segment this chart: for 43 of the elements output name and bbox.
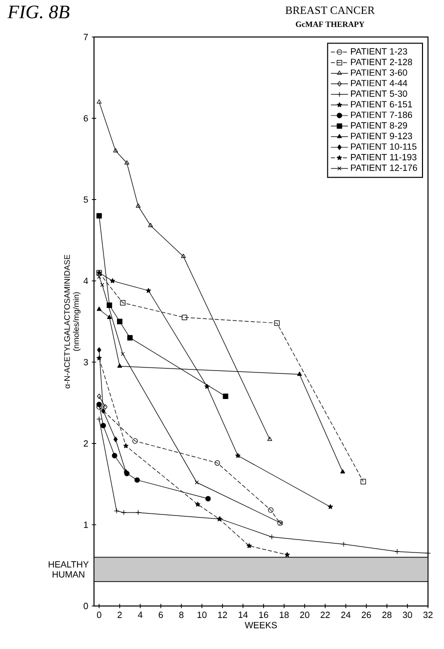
x-tick-label: 0	[96, 612, 102, 618]
x-tick-label: 32	[423, 612, 433, 618]
x-tick-label: 6	[158, 612, 163, 618]
legend-label: PATIENT 1-23	[351, 48, 408, 55]
y-tick-label: 3	[84, 358, 88, 366]
legend-label: PATIENT 2-128	[351, 58, 412, 66]
x-tick-label: 20	[300, 612, 310, 618]
legend-label: PATIENT 3-60	[351, 69, 408, 76]
x-tick-label: 16	[259, 612, 268, 618]
legend-label: PATIENT 5-30	[351, 90, 408, 97]
y-tick-label: 4	[84, 278, 88, 284]
legend-label: PATIENT 11-193	[351, 154, 416, 160]
legend-label: PATIENT 8-29	[351, 122, 408, 129]
x-axis-title: WEEKS	[244, 622, 277, 628]
x-tick-label: 18	[280, 612, 289, 618]
x-tick-label: 26	[362, 612, 371, 618]
x-tick-label: 12	[218, 612, 228, 618]
band-label: HEALTHY HUMAN	[48, 561, 89, 578]
y-tick-label: 6	[84, 115, 88, 122]
chart-subtitle: GcMAF THERAPY	[296, 22, 364, 27]
legend-label: PATIENT 7-186	[351, 112, 412, 118]
legend-label: PATIENT 6-151	[351, 101, 412, 108]
x-tick-label: 30	[402, 612, 412, 618]
legend-label: PATIENT 10-115	[351, 143, 416, 150]
x-tick-label: 2	[118, 612, 122, 618]
y-tick-label: 2	[84, 440, 88, 447]
y-axis-title: α-N-ACETYLGALACTOSAMINIDASE (nmoles/mg/min)	[64, 254, 80, 388]
y-tick-label: 7	[84, 34, 88, 40]
y-tick-label: 5	[84, 196, 88, 203]
x-tick-label: 8	[179, 612, 184, 618]
legend-label: PATIENT 9-123	[351, 132, 412, 140]
x-tick-label: 14	[238, 612, 248, 618]
caption: FIG. 8B	[7, 6, 70, 18]
x-tick-label: 28	[382, 612, 392, 618]
x-tick-label: 10	[198, 612, 207, 618]
legend-label: PATIENT 4-44	[351, 80, 408, 86]
y-tick-label: 1	[84, 522, 88, 528]
x-tick-label: 4	[138, 612, 142, 618]
x-tick-label: 22	[320, 612, 330, 618]
y-tick-label: 0	[84, 602, 88, 610]
x-tick-label: 24	[341, 612, 351, 618]
chart-title: BREAST CANCER	[286, 6, 375, 14]
legend-label: PATIENT 12-176	[351, 164, 418, 171]
